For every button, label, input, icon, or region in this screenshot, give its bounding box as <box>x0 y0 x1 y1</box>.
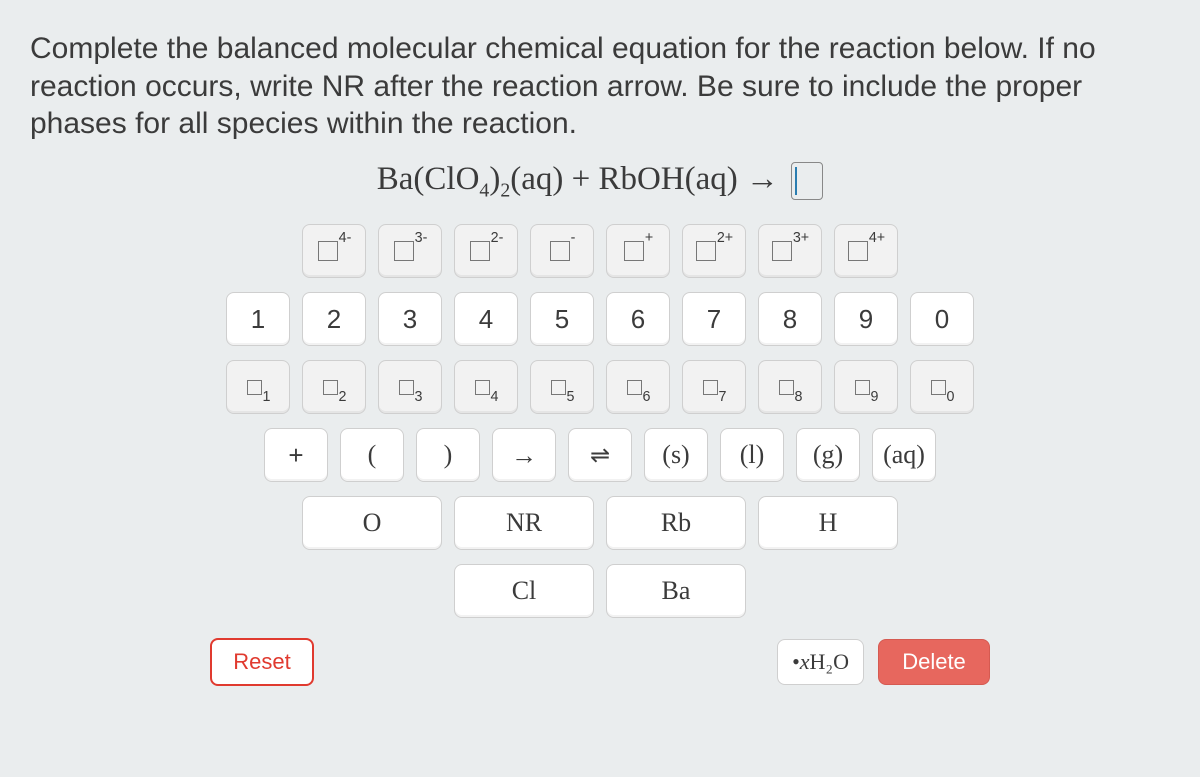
keypad: 4- 3- 2- - + 2+ 3+ 4+ 1 2 3 4 5 6 7 8 9 … <box>30 224 1170 686</box>
equation-arrow: → <box>746 161 779 197</box>
key-sub-4[interactable]: 4 <box>454 360 518 414</box>
key-sub-3[interactable]: 3 <box>378 360 442 414</box>
question-text: Complete the balanced molecular chemical… <box>30 30 1170 143</box>
hydrate-bullet: • <box>792 649 800 675</box>
reset-button[interactable]: Reset <box>210 638 314 686</box>
hydrate-formula: H₂O <box>810 649 849 675</box>
key-sub-2[interactable]: 2 <box>302 360 366 414</box>
key-arrow[interactable]: → <box>492 428 556 482</box>
key-phase-aq[interactable]: (aq) <box>872 428 936 482</box>
key-charge-4plus[interactable]: 4+ <box>834 224 898 278</box>
key-element-Ba[interactable]: Ba <box>606 564 746 618</box>
key-sub-9[interactable]: 9 <box>834 360 898 414</box>
key-charge-3minus[interactable]: 3- <box>378 224 442 278</box>
key-phase-s[interactable]: (s) <box>644 428 708 482</box>
key-charge-minus[interactable]: - <box>530 224 594 278</box>
key-charge-4minus[interactable]: 4- <box>302 224 366 278</box>
key-phase-l[interactable]: (l) <box>720 428 784 482</box>
delete-button[interactable]: Delete <box>878 639 990 685</box>
key-digit-0[interactable]: 0 <box>910 292 974 346</box>
key-sub-0[interactable]: 0 <box>910 360 974 414</box>
key-digit-2[interactable]: 2 <box>302 292 366 346</box>
key-charge-2plus[interactable]: 2+ <box>682 224 746 278</box>
key-rparen[interactable]: ) <box>416 428 480 482</box>
row-subscripts: 1 2 3 4 5 6 7 8 9 0 <box>226 360 974 414</box>
key-digit-3[interactable]: 3 <box>378 292 442 346</box>
key-plus[interactable]: + <box>264 428 328 482</box>
key-sub-5[interactable]: 5 <box>530 360 594 414</box>
key-phase-g[interactable]: (g) <box>796 428 860 482</box>
key-lparen[interactable]: ( <box>340 428 404 482</box>
key-digit-5[interactable]: 5 <box>530 292 594 346</box>
row-elements-2: Cl Ba <box>454 564 746 618</box>
key-digit-6[interactable]: 6 <box>606 292 670 346</box>
key-charge-plus[interactable]: + <box>606 224 670 278</box>
hydrate-x: x <box>800 649 810 675</box>
row-elements-1: O NR Rb H <box>302 496 898 550</box>
row-ops-phases: + ( ) → ⇌ (s) (l) (g) (aq) <box>264 428 936 482</box>
key-element-O[interactable]: O <box>302 496 442 550</box>
key-sub-7[interactable]: 7 <box>682 360 746 414</box>
key-digit-8[interactable]: 8 <box>758 292 822 346</box>
key-element-H[interactable]: H <box>758 496 898 550</box>
key-digit-9[interactable]: 9 <box>834 292 898 346</box>
answer-input-box[interactable] <box>791 162 823 200</box>
key-equilibrium-arrow[interactable]: ⇌ <box>568 428 632 482</box>
key-NR[interactable]: NR <box>454 496 594 550</box>
key-charge-2minus[interactable]: 2- <box>454 224 518 278</box>
key-element-Cl[interactable]: Cl <box>454 564 594 618</box>
row-digits: 1 2 3 4 5 6 7 8 9 0 <box>226 292 974 346</box>
equation-lhs: Ba(ClO4)2(aq) + RbOH(aq) <box>377 161 746 197</box>
key-digit-4[interactable]: 4 <box>454 292 518 346</box>
key-element-Rb[interactable]: Rb <box>606 496 746 550</box>
key-hydrate[interactable]: • x H₂O <box>777 639 864 685</box>
equation-display: Ba(ClO4)2(aq) + RbOH(aq) → <box>30 161 1170 203</box>
row-charges: 4- 3- 2- - + 2+ 3+ 4+ <box>302 224 898 278</box>
key-sub-6[interactable]: 6 <box>606 360 670 414</box>
key-sub-8[interactable]: 8 <box>758 360 822 414</box>
key-digit-1[interactable]: 1 <box>226 292 290 346</box>
key-sub-1[interactable]: 1 <box>226 360 290 414</box>
key-digit-7[interactable]: 7 <box>682 292 746 346</box>
key-charge-3plus[interactable]: 3+ <box>758 224 822 278</box>
row-footer: Reset • x H₂O Delete <box>210 638 990 686</box>
